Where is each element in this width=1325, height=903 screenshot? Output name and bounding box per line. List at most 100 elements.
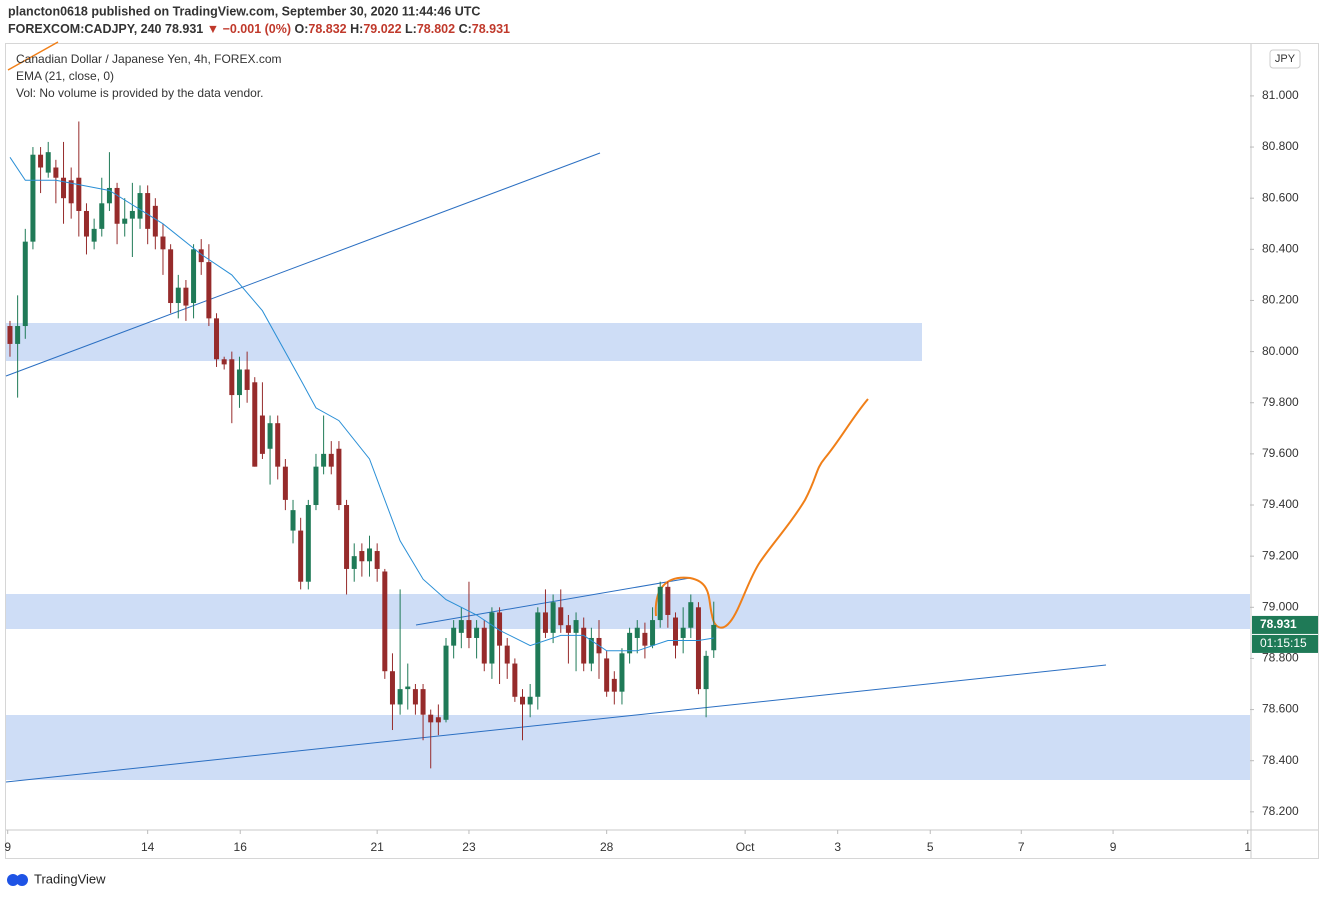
y-tick-label: 79.600 (1262, 446, 1299, 460)
y-tick-label: 78.800 (1262, 651, 1299, 665)
candle-body (581, 627, 587, 664)
plot: 78.200 78.400 78.600 78.800 79.000 79.200 79.4… (4, 88, 1318, 854)
candle-body (374, 551, 380, 569)
candle-body (114, 187, 120, 224)
h-key: H: (350, 22, 363, 36)
candle-body (252, 382, 258, 467)
y-tick-label: 79.200 (1262, 548, 1299, 562)
candle-body (604, 658, 610, 692)
candle-body (61, 177, 67, 199)
candle-body (367, 548, 373, 562)
candle-body (703, 655, 709, 690)
candle-body (168, 249, 174, 304)
zone (6, 323, 922, 361)
candle-body (53, 167, 59, 178)
y-tick-label: 80.400 (1262, 241, 1299, 255)
trend-line (5, 664, 1107, 783)
candle-body (665, 586, 671, 615)
candle-body (7, 326, 13, 344)
candle-body (619, 653, 625, 692)
frame (5, 43, 1319, 859)
candle-body (535, 612, 541, 697)
candle-body (122, 218, 128, 224)
x-tick-label: 1 (1244, 840, 1251, 854)
candle-body (145, 193, 151, 229)
candle-body (527, 696, 533, 705)
y-tick-label: 79.400 (1262, 497, 1299, 511)
candle-body (30, 154, 36, 242)
y-tick-label: 80.200 (1262, 293, 1299, 307)
y-tick-label: 78.600 (1262, 702, 1299, 716)
candle-body (68, 180, 74, 204)
candle-body (290, 510, 296, 531)
l-key: L: (405, 22, 417, 36)
brand-icon (16, 874, 28, 886)
candle-body (160, 236, 166, 250)
candle-body (206, 262, 212, 319)
candle-body (275, 423, 281, 467)
candle-body (481, 627, 487, 664)
candle-body (152, 205, 158, 237)
last-price: 78.931 (165, 22, 203, 36)
x-tick-label: 5 (927, 840, 934, 854)
projection (654, 398, 869, 629)
candle-body (588, 637, 594, 664)
candle-body (397, 689, 403, 705)
candle-body (305, 505, 311, 582)
x-tick-label: Oct (736, 840, 755, 854)
x-tick-label: 14 (141, 840, 155, 854)
candle-body (550, 602, 556, 633)
x-tick-label: 16 (234, 840, 248, 854)
zone (6, 715, 1250, 780)
candle-body (344, 505, 350, 569)
candle-body (657, 586, 663, 621)
ema-line (9, 157, 714, 652)
symbol: FOREXCOM:CADJPY, 240 (8, 22, 162, 36)
candle-body (38, 154, 44, 168)
trend-line (5, 152, 601, 377)
candle-body (221, 359, 227, 365)
x-tick-label: 7 (1018, 840, 1025, 854)
candle-body (565, 625, 571, 633)
candle-body (711, 624, 717, 651)
candle-body (474, 627, 480, 638)
volume-note: Vol: No volume is provided by the data v… (16, 86, 263, 100)
projection (7, 41, 59, 71)
candle-body (137, 193, 143, 219)
candle-body (405, 686, 411, 690)
candle-body (497, 612, 503, 646)
countdown-label: 01:15:15 (1260, 636, 1307, 650)
y-tick-label: 80.000 (1262, 344, 1299, 358)
candle-body (183, 287, 189, 306)
zone (6, 594, 1250, 629)
candle-body (520, 696, 526, 705)
candle-body (191, 249, 197, 304)
brand-icon (7, 874, 19, 886)
currency-button[interactable] (1269, 49, 1301, 69)
candle-body (673, 617, 679, 646)
candle-body (512, 663, 518, 697)
y-tick-label: 80.600 (1262, 190, 1299, 204)
candle-body (642, 632, 648, 646)
candle-body (412, 689, 418, 705)
x-tick-label: 9 (1110, 840, 1117, 854)
candle-body (504, 645, 510, 664)
header-line: FOREXCOM:CADJPY, 240 78.931 ▼ −0.001 (0%… (8, 22, 510, 36)
candle-body (83, 210, 89, 237)
candle-body (458, 620, 464, 633)
y-tick-label: 79.000 (1262, 599, 1299, 613)
candle-body (298, 530, 304, 582)
candle-body (542, 612, 548, 633)
x-tick-label: 9 (4, 840, 11, 854)
x-tick-label: 23 (462, 840, 476, 854)
candle-body (688, 602, 694, 628)
candle-body (359, 551, 365, 562)
candle-body (328, 453, 334, 467)
currency-label[interactable]: JPY (1275, 53, 1296, 65)
candle-body (680, 627, 686, 638)
candle-body (214, 318, 220, 360)
candle-body (573, 620, 579, 633)
candle-body (175, 287, 181, 304)
